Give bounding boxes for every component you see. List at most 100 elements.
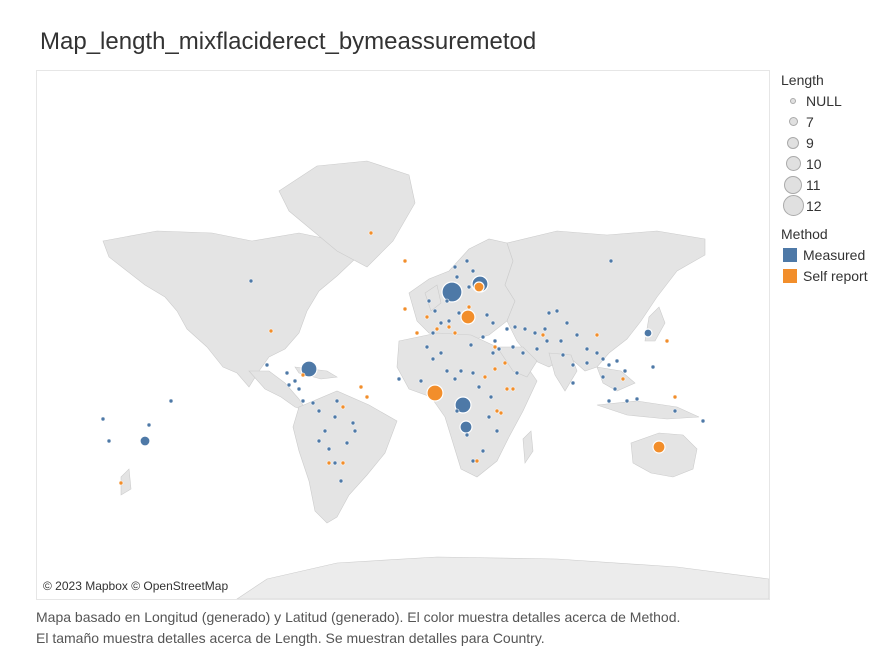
country-point-self-report[interactable] [664,338,670,344]
country-point-measured[interactable] [430,356,436,362]
legend-method-measured[interactable]: Measured [780,244,877,265]
country-point-measured[interactable] [634,396,640,402]
country-point-measured[interactable] [542,326,548,332]
country-point-measured[interactable] [332,460,338,466]
country-point-measured[interactable] [643,328,653,338]
country-point-self-report[interactable] [492,344,498,350]
country-point-measured[interactable] [426,298,432,304]
country-point-self-report[interactable] [652,440,666,454]
country-point-measured[interactable] [454,274,460,280]
country-point-self-report[interactable] [402,258,408,264]
country-point-self-report[interactable] [494,408,500,414]
country-point-measured[interactable] [522,326,528,332]
data-points[interactable] [100,230,706,486]
country-point-measured[interactable] [494,428,500,434]
country-point-self-report[interactable] [426,384,444,402]
country-point-self-report[interactable] [474,458,480,464]
country-point-measured[interactable] [454,408,460,414]
country-point-self-report[interactable] [672,394,678,400]
country-point-measured[interactable] [444,368,450,374]
country-point-self-report[interactable] [340,404,346,410]
country-point-measured[interactable] [396,376,402,382]
country-point-measured[interactable] [470,268,476,274]
country-point-measured[interactable] [264,362,270,368]
country-point-measured[interactable] [470,370,476,376]
country-point-measured[interactable] [534,346,540,352]
country-point-measured[interactable] [168,398,174,404]
country-point-measured[interactable] [608,258,614,264]
country-point-measured[interactable] [284,370,290,376]
country-point-measured[interactable] [444,298,450,304]
country-point-measured[interactable] [296,386,302,392]
country-point-self-report[interactable] [300,372,306,378]
country-point-measured[interactable] [438,350,444,356]
country-point-measured[interactable] [504,326,510,332]
country-point-measured[interactable] [484,312,490,318]
country-point-measured[interactable] [100,416,106,422]
legend-size-7[interactable]: 7 [780,111,877,132]
legend-size-10[interactable]: 10 [780,153,877,174]
country-point-measured[interactable] [466,284,472,290]
legend-size-null[interactable]: NULL [780,90,877,111]
country-point-measured[interactable] [418,378,424,384]
country-point-self-report[interactable] [402,306,408,312]
country-point-self-report[interactable] [504,386,510,392]
country-point-measured[interactable] [512,324,518,330]
country-point-measured[interactable] [322,428,328,434]
country-point-measured[interactable] [584,346,590,352]
country-point-self-report[interactable] [414,330,420,336]
country-point-measured[interactable] [700,418,706,424]
country-point-measured[interactable] [452,264,458,270]
country-point-measured[interactable] [139,435,151,447]
country-point-self-report[interactable] [424,314,430,320]
country-point-measured[interactable] [560,352,566,358]
country-point-measured[interactable] [480,334,486,340]
country-point-measured[interactable] [452,376,458,382]
country-point-measured[interactable] [612,386,618,392]
country-point-measured[interactable] [344,440,350,446]
country-point-measured[interactable] [350,420,356,426]
legend-method-self-report[interactable]: Self report [780,265,877,286]
country-point-self-report[interactable] [460,309,476,325]
country-point-measured[interactable] [490,350,496,356]
country-point-self-report[interactable] [452,330,458,336]
legend-size-9[interactable]: 9 [780,132,877,153]
legend-size-12[interactable]: 12 [780,195,877,216]
country-point-measured[interactable] [334,398,340,404]
country-point-measured[interactable] [624,398,630,404]
country-point-measured[interactable] [286,382,292,388]
country-point-self-report[interactable] [446,324,452,330]
world-map[interactable] [37,71,769,599]
country-point-measured[interactable] [292,378,298,384]
country-point-measured[interactable] [564,320,570,326]
country-point-self-report[interactable] [620,376,626,382]
country-point-measured[interactable] [546,310,552,316]
country-point-self-report[interactable] [492,366,498,372]
country-point-measured[interactable] [520,350,526,356]
country-point-measured[interactable] [316,408,322,414]
country-point-measured[interactable] [532,330,538,336]
country-point-measured[interactable] [458,368,464,374]
country-point-self-report[interactable] [498,410,504,416]
country-point-measured[interactable] [672,408,678,414]
country-point-self-report[interactable] [340,460,346,466]
country-point-measured[interactable] [456,310,462,316]
country-point-self-report[interactable] [502,360,508,366]
country-point-measured[interactable] [554,308,560,314]
country-point-self-report[interactable] [594,332,600,338]
country-point-measured[interactable] [438,320,444,326]
country-point-measured[interactable] [650,364,656,370]
country-point-measured[interactable] [468,342,474,348]
country-point-self-report[interactable] [473,281,485,293]
country-point-measured[interactable] [544,338,550,344]
country-point-self-report[interactable] [482,374,488,380]
country-point-measured[interactable] [316,438,322,444]
country-point-measured[interactable] [476,384,482,390]
country-point-measured[interactable] [146,422,152,428]
country-point-self-report[interactable] [368,230,374,236]
country-point-measured[interactable] [488,394,494,400]
country-point-measured[interactable] [310,400,316,406]
country-point-measured[interactable] [332,414,338,420]
country-point-measured[interactable] [459,420,473,434]
country-point-measured[interactable] [338,478,344,484]
